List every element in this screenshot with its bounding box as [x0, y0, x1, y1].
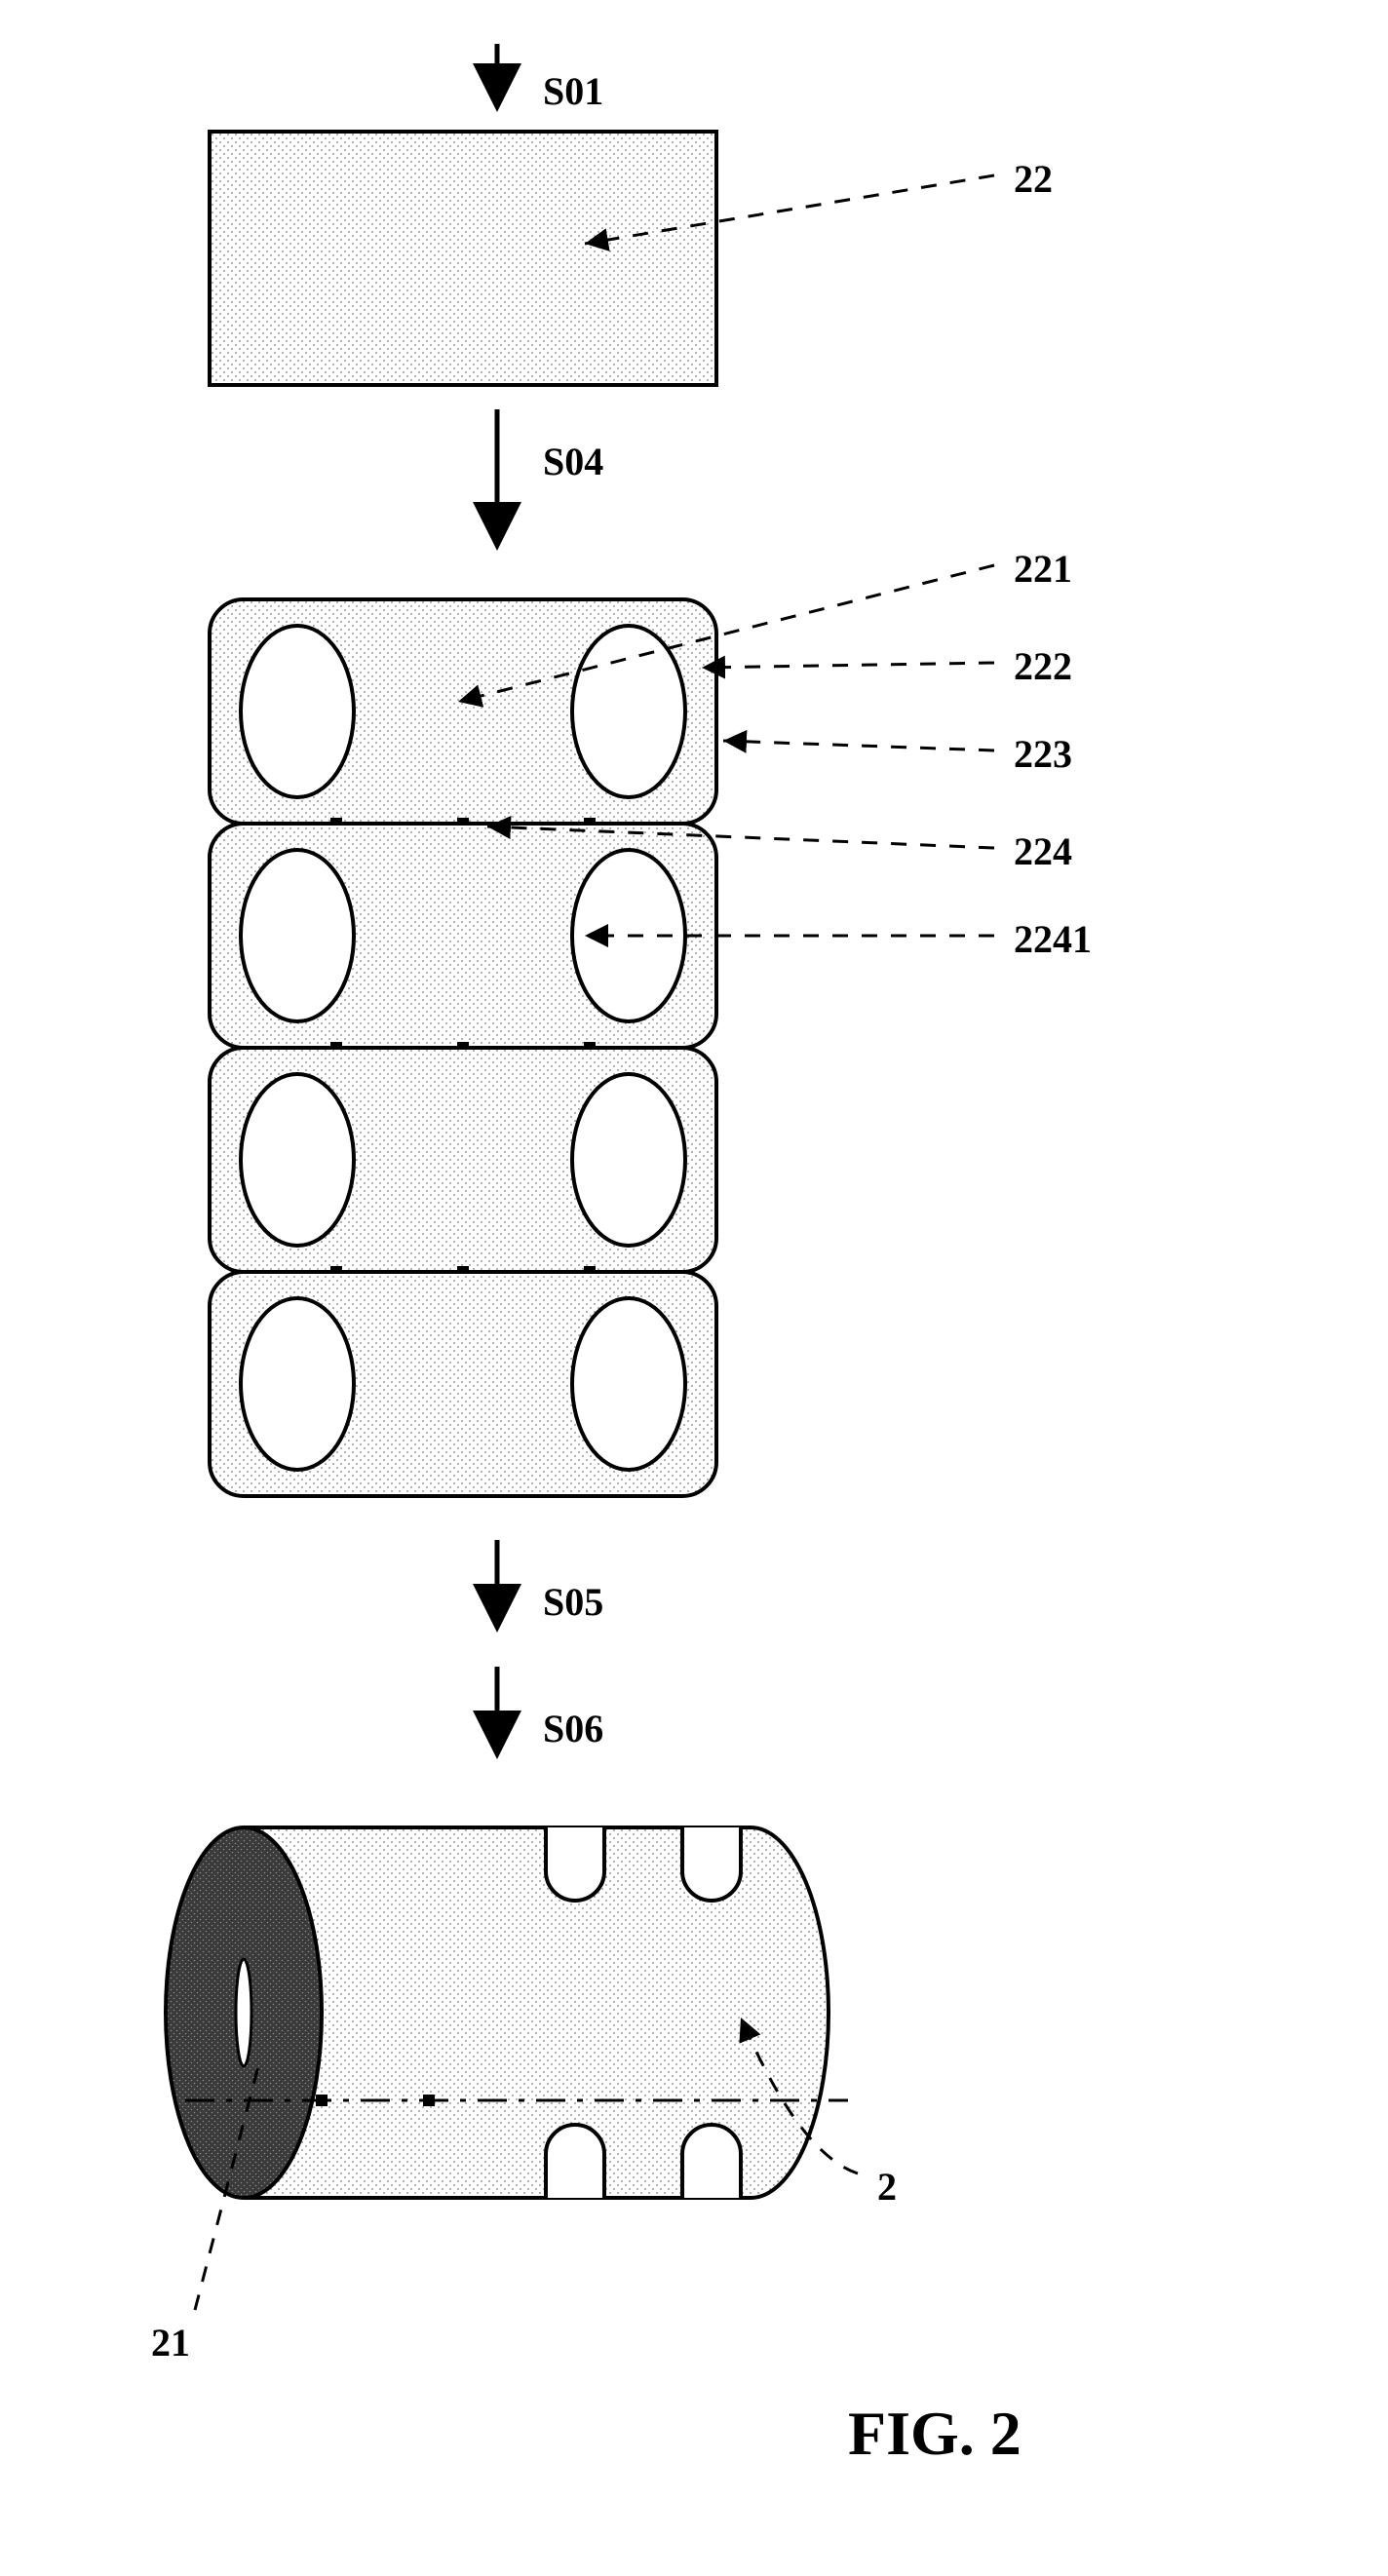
figure-title: FIG. 2 — [848, 2398, 1022, 2470]
ref-224-label: 224 — [1014, 828, 1072, 874]
diagram-svg — [0, 0, 1388, 2576]
ref-22-label: 22 — [1014, 156, 1053, 202]
ref-2-label: 2 — [877, 2164, 897, 2210]
step-s06-label: S06 — [543, 1706, 603, 1751]
step-s01-label: S01 — [543, 68, 603, 114]
ref-222-label: 222 — [1014, 643, 1072, 689]
ref-221-label: 221 — [1014, 546, 1072, 592]
ref-21-label: 21 — [151, 2320, 190, 2365]
ref-2241-label: 2241 — [1014, 916, 1092, 962]
step-s04-label: S04 — [543, 439, 603, 484]
page: S01 S04 S05 S06 22 221 222 223 224 2241 … — [0, 0, 1388, 2576]
ref-223-label: 223 — [1014, 731, 1072, 777]
step-s05-label: S05 — [543, 1579, 603, 1625]
